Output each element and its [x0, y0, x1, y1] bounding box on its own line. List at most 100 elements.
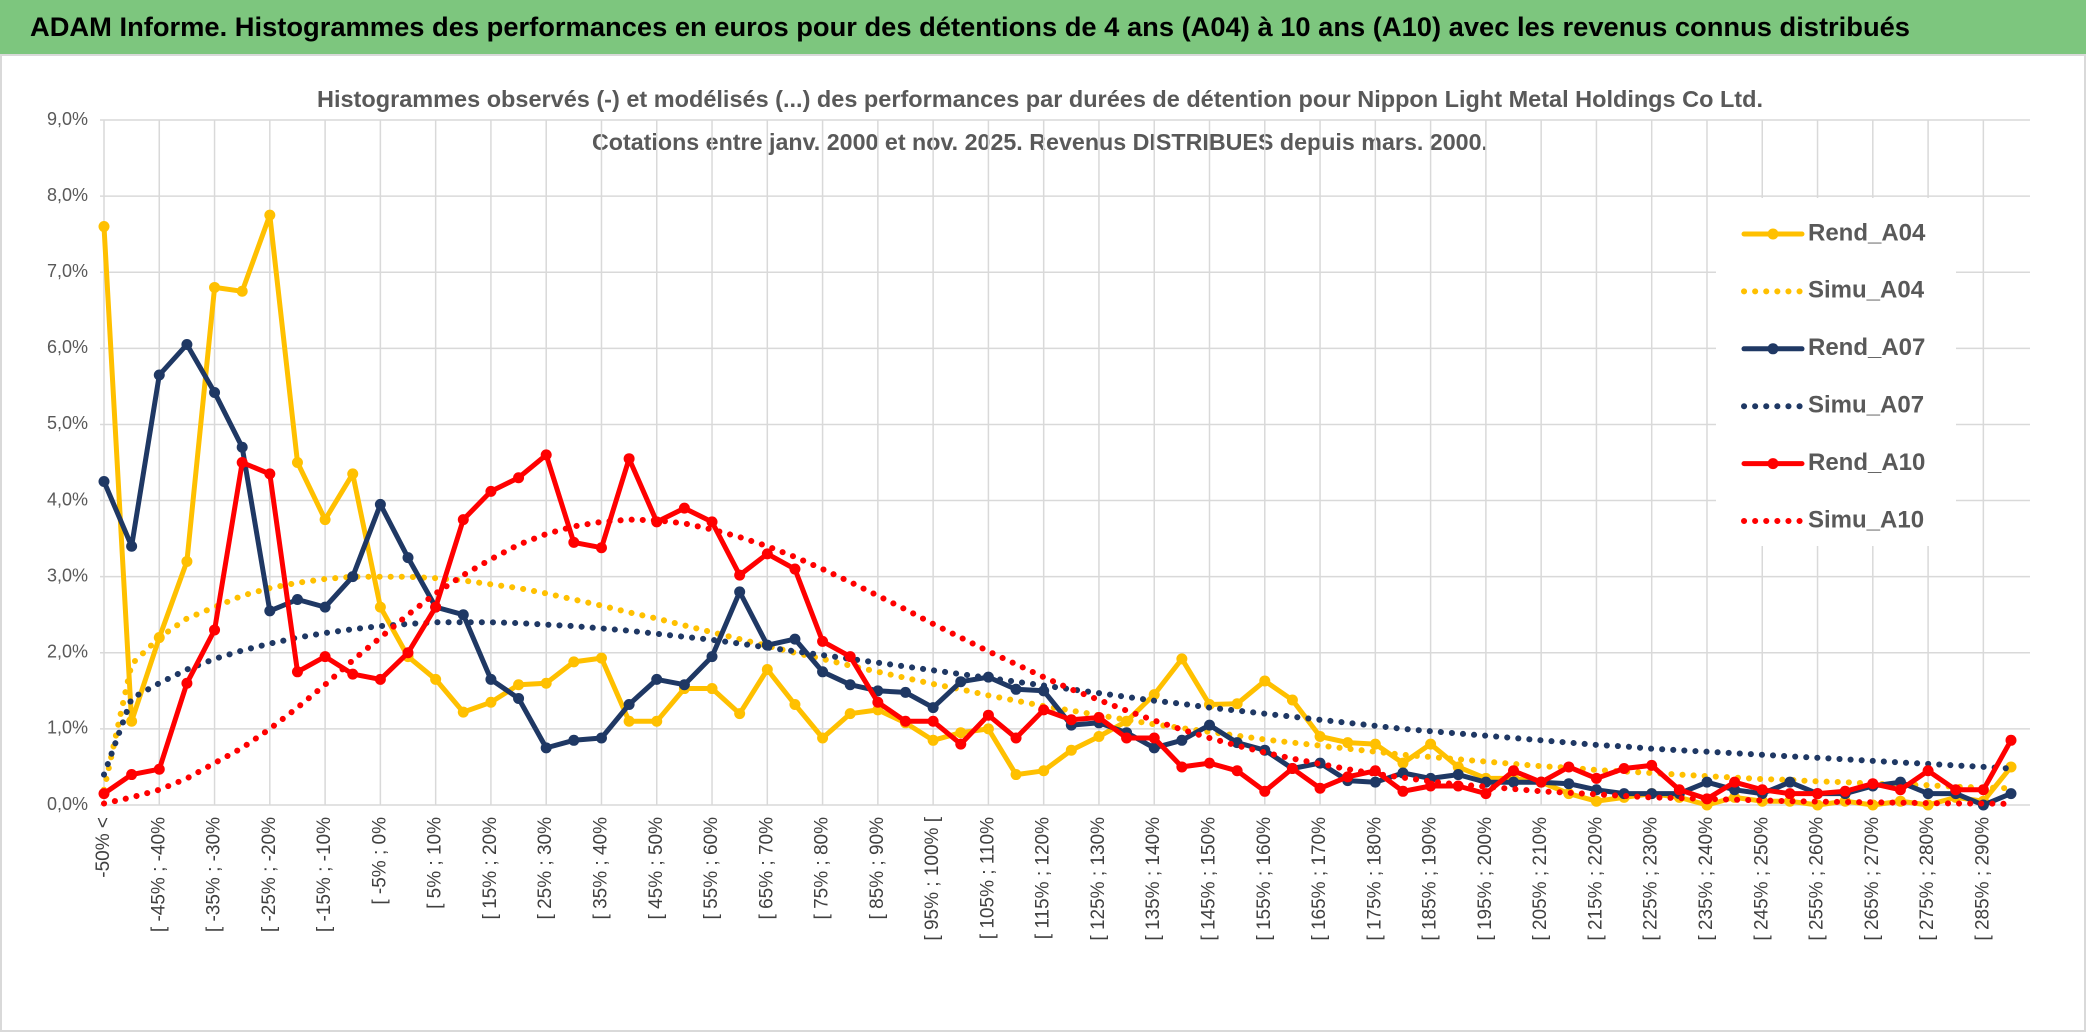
- data-point: [623, 715, 635, 727]
- data-point: [982, 709, 994, 721]
- data-point: [513, 679, 525, 691]
- data-point: [98, 788, 110, 800]
- data-point: [291, 457, 303, 468]
- x-tick-label: [ 135% ; 140%: [1143, 817, 1164, 941]
- data-point: [789, 633, 801, 645]
- data-point: [319, 601, 331, 613]
- data-point: [1729, 776, 1741, 788]
- data-point: [1065, 714, 1077, 726]
- data-point: [1508, 776, 1520, 788]
- data-point: [1508, 765, 1520, 777]
- x-tick-label: [ -5% ; 0%: [369, 817, 390, 905]
- data-point: [126, 769, 138, 781]
- observed-line: [101, 342, 2014, 808]
- data-point: [374, 601, 386, 613]
- data-point: [374, 673, 386, 685]
- data-point: [1369, 738, 1381, 750]
- data-point: [734, 708, 746, 720]
- data-point: [1563, 761, 1575, 773]
- data-point: [513, 472, 525, 484]
- data-point: [817, 732, 829, 744]
- chart-title: Histogrammes observés (-) et modélisés (…: [317, 86, 1763, 112]
- x-tick-label: [ 165% ; 170%: [1309, 817, 1330, 941]
- y-tick-label: 7,0%: [47, 261, 88, 281]
- y-tick-label: 1,0%: [47, 718, 88, 738]
- x-tick-label: [ 205% ; 210%: [1530, 817, 1551, 941]
- x-tick-label: [ 125% ; 130%: [1088, 817, 1109, 941]
- data-point: [264, 468, 276, 480]
- x-tick-label: [ 65% ; 70%: [756, 817, 777, 920]
- data-point: [872, 696, 884, 708]
- legend-label: Simu_A07: [1808, 392, 1924, 419]
- x-tick-label: [ 5% ; 10%: [425, 817, 446, 909]
- data-point: [1397, 757, 1409, 769]
- data-point: [209, 386, 221, 398]
- x-tick-label: [ 255% ; 260%: [1807, 817, 1828, 941]
- data-point: [1618, 762, 1630, 774]
- data-point: [1314, 731, 1326, 742]
- x-tick-label: [ 225% ; 230%: [1641, 817, 1662, 941]
- y-tick-label: 3,0%: [47, 565, 88, 585]
- x-tick-label: [ 215% ; 220%: [1585, 817, 1606, 941]
- legend-label: Simu_A10: [1808, 506, 1924, 533]
- x-tick-label: [ 15% ; 20%: [480, 817, 501, 920]
- legend-label: Rend_A10: [1808, 449, 1925, 476]
- data-point: [734, 586, 746, 598]
- data-point: [651, 673, 663, 685]
- data-point: [595, 542, 607, 554]
- data-point: [457, 514, 469, 526]
- x-tick-label: [ 115% ; 120%: [1033, 817, 1054, 939]
- y-tick-label: 9,0%: [47, 109, 88, 129]
- data-point: [1701, 776, 1713, 788]
- y-tick-label: 5,0%: [47, 413, 88, 433]
- data-point: [568, 656, 580, 668]
- data-point: [153, 763, 165, 775]
- data-point: [706, 683, 718, 695]
- x-tick-label: [ 25% ; 30%: [535, 817, 556, 920]
- data-point: [761, 664, 773, 676]
- data-point: [1176, 734, 1188, 746]
- data-point: [209, 281, 221, 293]
- data-point: [1425, 738, 1437, 750]
- x-tick-label: [ 45% ; 50%: [646, 817, 667, 920]
- data-point: [540, 742, 552, 754]
- page-title: ADAM Informe. Histogrammes des performan…: [30, 12, 1910, 42]
- data-point: [1867, 778, 1879, 790]
- x-tick-label: [ 155% ; 160%: [1254, 817, 1275, 941]
- data-point: [1756, 784, 1768, 796]
- data-point: [927, 715, 939, 727]
- x-tick-label: [ 245% ; 250%: [1751, 817, 1772, 941]
- data-point: [1729, 784, 1741, 796]
- data-point: [817, 635, 829, 647]
- x-tick-label: [ 105% ; 110%: [977, 817, 998, 939]
- data-point: [2005, 788, 2017, 800]
- data-point: [568, 536, 580, 548]
- data-point: [291, 666, 303, 678]
- data-point: [706, 516, 718, 528]
- x-tick-label: [ 95% ; 100% [: [922, 816, 943, 940]
- model-line: [101, 516, 2014, 807]
- data-point: [595, 732, 607, 744]
- data-point: [374, 498, 386, 510]
- data-point: [1038, 765, 1050, 777]
- data-point: [1259, 675, 1271, 687]
- data-point: [1204, 719, 1216, 731]
- data-point: [1176, 653, 1188, 665]
- data-point: [1977, 784, 1989, 796]
- x-tick-label: [ -35% ; -30%: [204, 817, 225, 932]
- data-point: [540, 677, 552, 689]
- data-point: [1148, 742, 1160, 754]
- data-point: [1563, 778, 1575, 790]
- legend-box: [1716, 198, 1956, 546]
- data-point: [181, 555, 193, 567]
- data-point: [513, 692, 525, 704]
- data-point: [1010, 683, 1022, 695]
- data-point: [402, 552, 414, 564]
- data-point: [1397, 785, 1409, 797]
- data-point: [291, 594, 303, 605]
- legend-label: Simu_A04: [1808, 277, 1925, 304]
- data-point: [485, 485, 497, 497]
- data-point: [1535, 776, 1547, 788]
- data-point: [98, 476, 110, 488]
- data-point: [1452, 761, 1464, 773]
